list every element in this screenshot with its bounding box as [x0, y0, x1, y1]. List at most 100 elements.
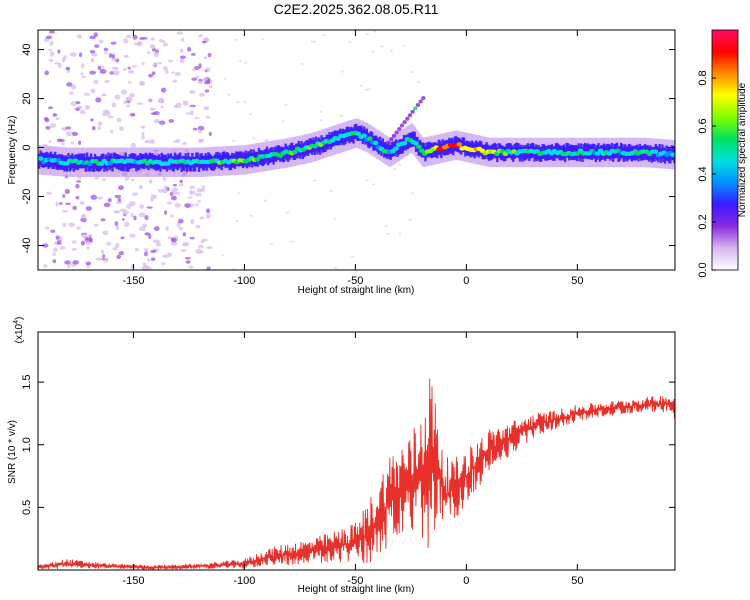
noise-blob: [170, 237, 174, 242]
noise-blob: [200, 250, 204, 254]
noise-blob: [187, 46, 192, 52]
ridge-core: [586, 143, 590, 159]
noise-blob: [203, 106, 210, 111]
noise-blob: [93, 32, 98, 38]
noise-blob: [80, 213, 87, 219]
noise-blob: [333, 218, 337, 221]
noise-blob: [165, 69, 169, 75]
ridge-core: [72, 156, 76, 172]
noise-blob: [168, 119, 175, 123]
branch-spot: [410, 109, 415, 114]
noise-blob: [249, 214, 253, 217]
ridge-core: [413, 131, 416, 147]
spectrogram-y-axis: -40 -20 0 20 40: [21, 43, 675, 253]
branch-spot: [413, 106, 418, 111]
noise-blob: [59, 246, 66, 250]
noise-blob: [187, 196, 193, 199]
noise-blob: [44, 117, 50, 123]
ridge-spot: [64, 161, 70, 166]
noise-blob: [208, 131, 212, 137]
noise-blob: [150, 197, 155, 202]
noise-blob: [138, 226, 146, 232]
noise-blob: [195, 224, 201, 229]
ridge-core: [289, 143, 293, 158]
noise-blob: [65, 126, 72, 130]
colorbar-tick-label: 0.0: [697, 262, 709, 277]
noise-blob: [70, 141, 74, 145]
noise-blob: [364, 88, 368, 91]
noise-blob: [126, 104, 130, 108]
noise-blob: [162, 40, 166, 44]
noise-blob: [158, 97, 164, 102]
noise-blob: [182, 241, 190, 247]
noise-blob: [155, 242, 162, 247]
noise-blob: [162, 176, 167, 182]
noise-blob: [53, 62, 61, 65]
colorbar-ticks: 0.0 0.2 0.4 0.6 0.8: [697, 70, 716, 278]
snr-x-axis: -150 -100 -50 0 50: [122, 332, 583, 587]
ridge-core: [265, 146, 269, 162]
noise-blob: [205, 67, 211, 73]
noise-blob: [130, 212, 134, 219]
noise-blob: [153, 226, 160, 231]
noise-blob: [201, 185, 206, 188]
noise-blob: [97, 121, 103, 126]
noise-blob: [114, 210, 119, 214]
y-tick-label: 1.5: [21, 374, 33, 389]
noise-blob: [147, 51, 151, 55]
noise-blob: [149, 44, 156, 49]
noise-blob: [184, 203, 191, 208]
noise-blob: [127, 69, 135, 74]
noise-blob: [49, 51, 55, 57]
noise-blob: [175, 138, 181, 142]
noise-blob: [176, 222, 181, 228]
ridge-core: [617, 147, 620, 162]
noise-blob: [162, 188, 168, 194]
branch-spot: [394, 130, 399, 135]
noise-blob: [109, 71, 115, 75]
noise-blob: [160, 105, 164, 109]
snr-series-line: [38, 378, 675, 570]
colorbar-tick-label: 0.2: [697, 214, 709, 229]
noise-blob: [195, 203, 199, 207]
ridge-core: [161, 154, 165, 170]
noise-blob: [205, 115, 211, 119]
noise-blob: [150, 257, 156, 262]
noise-blob: [61, 210, 69, 213]
noise-blob: [238, 60, 242, 63]
noise-blob: [281, 120, 285, 123]
branch-spot: [402, 120, 407, 125]
ridge-core: [562, 144, 566, 160]
noise-blob: [112, 70, 120, 76]
x-tick-label: -150: [122, 575, 144, 587]
noise-blob: [123, 99, 128, 105]
noise-blob: [59, 139, 65, 142]
noise-blob: [174, 202, 181, 208]
noise-blob: [75, 226, 81, 230]
colorbar-tick-label: 0.4: [697, 166, 709, 181]
ridge-core: [516, 142, 519, 158]
ridge-core: [92, 157, 95, 172]
noise-blob: [55, 201, 59, 207]
noise-blob: [137, 41, 143, 47]
colorbar-tick-label: 0.8: [697, 70, 709, 85]
snr-background: [38, 332, 675, 570]
colorbar-bar: [711, 29, 739, 271]
ridge-core: [212, 156, 215, 171]
spectrogram-plot: -150 -100 -50 0 50 -40 -20 0 20 40 Height of str…: [7, 29, 676, 296]
ridge-core: [261, 151, 265, 167]
noise-blob: [56, 240, 62, 245]
noise-blob: [197, 81, 204, 85]
noise-blob: [76, 34, 83, 39]
noise-blob: [201, 40, 207, 44]
noise-blob: [71, 131, 79, 137]
noise-blob: [138, 212, 146, 218]
noise-blob: [44, 70, 50, 76]
noise-blob: [178, 183, 184, 187]
noise-blob: [198, 129, 202, 134]
noise-blob: [79, 109, 86, 115]
noise-blob: [197, 200, 201, 203]
noise-blob: [150, 112, 157, 116]
noise-blob: [101, 178, 107, 182]
